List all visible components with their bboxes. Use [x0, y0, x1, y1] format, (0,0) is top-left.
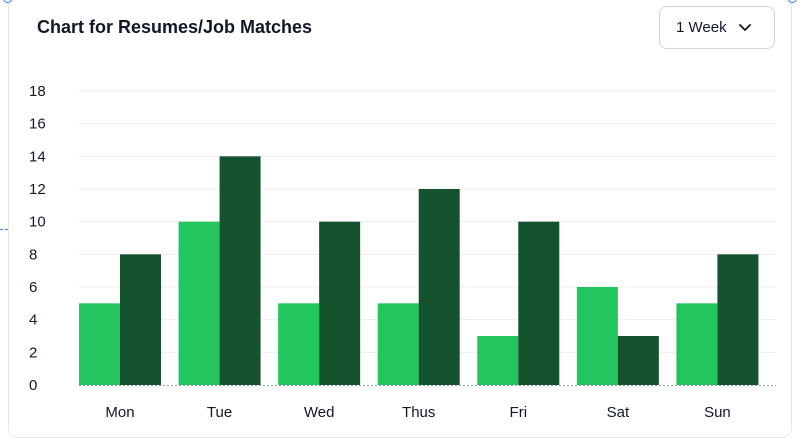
y-tick-label: 8	[29, 246, 37, 263]
x-tick-label: Tue	[207, 404, 232, 421]
y-tick-label: 4	[29, 312, 37, 329]
x-tick-label: Sun	[704, 404, 731, 421]
x-tick-label: Fri	[510, 404, 528, 421]
bar-mon-series-1	[79, 303, 120, 385]
bar-sat-series-2	[617, 336, 659, 385]
y-tick-label: 6	[29, 279, 37, 296]
x-tick-label: Thus	[402, 404, 435, 421]
bar-tue-series-1	[178, 221, 220, 385]
bar-mon-series-2	[120, 254, 161, 385]
y-tick-label: 0	[29, 377, 37, 394]
y-tick-label: 18	[29, 83, 46, 100]
x-tick-label: Mon	[105, 404, 134, 421]
bar-sat-series-1	[576, 287, 618, 385]
bar-sun-series-2	[717, 254, 759, 385]
period-select[interactable]: 1 Week	[659, 6, 775, 49]
period-select-value: 1 Week	[676, 19, 727, 36]
y-tick-label: 14	[29, 148, 46, 165]
x-tick-label: Wed	[304, 404, 335, 421]
chevron-down-icon	[738, 23, 751, 32]
y-tick-label: 2	[29, 344, 37, 361]
x-tick-label: Sat	[607, 404, 630, 421]
bar-sun-series-1	[676, 303, 718, 385]
y-tick-label: 10	[29, 214, 46, 231]
y-tick-label: 12	[29, 181, 46, 198]
bar-thus-series-1	[377, 303, 419, 385]
bar-fri-series-2	[518, 221, 560, 385]
bar-wed-series-2	[319, 221, 361, 385]
bar-fri-series-1	[477, 336, 519, 385]
bar-thus-series-2	[418, 189, 460, 385]
alignment-guide	[0, 229, 8, 230]
chart-title: Chart for Resumes/Job Matches	[37, 17, 313, 37]
bar-wed-series-1	[278, 303, 320, 385]
bar-tue-series-2	[219, 156, 261, 385]
y-tick-label: 16	[29, 116, 46, 133]
